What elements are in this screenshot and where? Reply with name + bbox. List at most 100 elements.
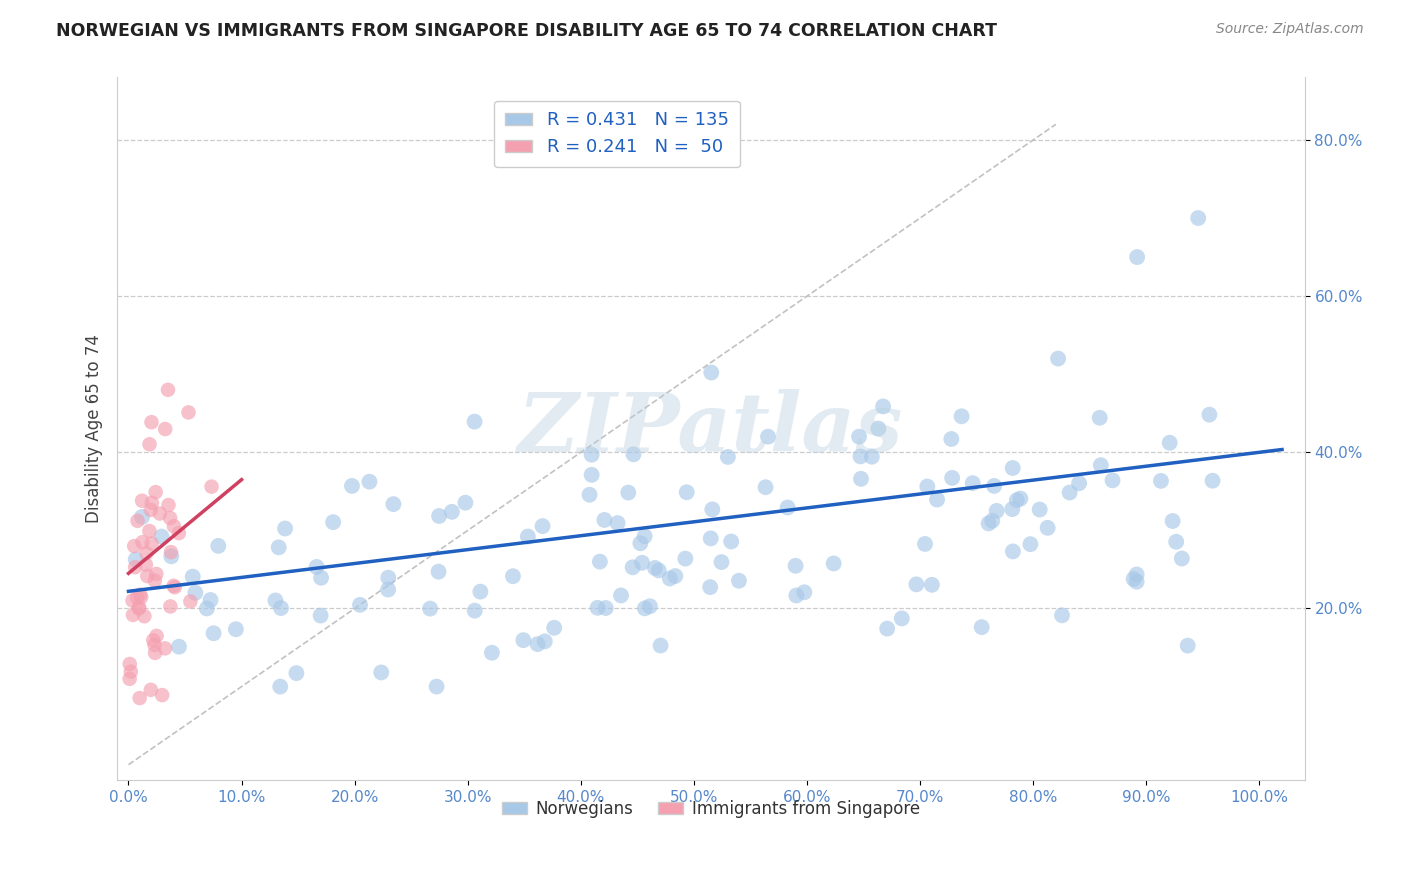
Point	[512, 633, 534, 648]
Point	[267, 541, 290, 555]
Point	[849, 450, 872, 464]
Point	[427, 565, 450, 579]
Point	[1101, 474, 1123, 488]
Point	[136, 569, 159, 583]
Point	[153, 422, 176, 436]
Point	[142, 633, 165, 648]
Point	[970, 620, 993, 634]
Point	[914, 537, 936, 551]
Point	[322, 515, 344, 529]
Point	[122, 607, 145, 622]
Point	[717, 450, 740, 464]
Point	[710, 555, 733, 569]
Point	[981, 514, 1004, 528]
Point	[526, 637, 548, 651]
Point	[145, 629, 167, 643]
Point	[1177, 639, 1199, 653]
Point	[128, 691, 150, 706]
Point	[124, 560, 146, 574]
Point	[309, 571, 332, 585]
Point	[135, 558, 157, 572]
Point	[269, 680, 291, 694]
Point	[153, 641, 176, 656]
Point	[118, 657, 141, 671]
Point	[631, 556, 654, 570]
Point	[581, 448, 603, 462]
Point	[664, 569, 686, 583]
Point	[454, 496, 477, 510]
Point	[349, 598, 371, 612]
Point	[131, 510, 153, 524]
Point	[120, 665, 142, 679]
Point	[125, 552, 148, 566]
Point	[754, 480, 776, 494]
Point	[1050, 608, 1073, 623]
Point	[1125, 574, 1147, 589]
Point	[1010, 491, 1032, 506]
Point	[962, 476, 984, 491]
Point	[426, 680, 449, 694]
Point	[157, 498, 180, 512]
Point	[135, 546, 157, 560]
Point	[823, 557, 845, 571]
Point	[675, 485, 697, 500]
Point	[595, 601, 617, 615]
Point	[699, 580, 721, 594]
Point	[1171, 551, 1194, 566]
Point	[700, 532, 723, 546]
Point	[673, 551, 696, 566]
Point	[621, 560, 644, 574]
Point	[131, 493, 153, 508]
Point	[849, 472, 872, 486]
Point	[648, 564, 671, 578]
Point	[502, 569, 524, 583]
Point	[163, 579, 186, 593]
Point	[728, 574, 751, 588]
Point	[1001, 502, 1024, 516]
Point	[1201, 474, 1223, 488]
Point	[139, 503, 162, 517]
Point	[628, 536, 651, 550]
Point	[868, 421, 890, 435]
Point	[1126, 250, 1149, 264]
Point	[129, 588, 152, 602]
Point	[921, 578, 943, 592]
Point	[700, 366, 723, 380]
Point	[138, 524, 160, 538]
Point	[1090, 458, 1112, 473]
Point	[1001, 461, 1024, 475]
Point	[159, 511, 181, 525]
Point	[160, 549, 183, 564]
Point	[581, 467, 603, 482]
Point	[200, 480, 222, 494]
Point	[977, 516, 1000, 531]
Point	[141, 496, 163, 510]
Point	[860, 450, 883, 464]
Point	[195, 601, 218, 615]
Text: NORWEGIAN VS IMMIGRANTS FROM SINGAPORE DISABILITY AGE 65 TO 74 CORRELATION CHART: NORWEGIAN VS IMMIGRANTS FROM SINGAPORE D…	[56, 22, 997, 40]
Point	[1125, 567, 1147, 582]
Point	[200, 593, 222, 607]
Point	[167, 640, 190, 654]
Point	[1122, 572, 1144, 586]
Point	[419, 601, 441, 615]
Point	[1150, 474, 1173, 488]
Point	[1166, 534, 1188, 549]
Point	[1028, 502, 1050, 516]
Point	[145, 485, 167, 500]
Point	[1059, 485, 1081, 500]
Point	[179, 594, 201, 608]
Point	[793, 585, 815, 599]
Point	[658, 572, 681, 586]
Point	[941, 432, 963, 446]
Point	[163, 519, 186, 533]
Point	[377, 582, 399, 597]
Point	[876, 622, 898, 636]
Point	[160, 545, 183, 559]
Point	[593, 513, 616, 527]
Point	[1067, 476, 1090, 491]
Point	[634, 601, 657, 615]
Point	[122, 539, 145, 553]
Point	[905, 577, 928, 591]
Point	[638, 599, 661, 614]
